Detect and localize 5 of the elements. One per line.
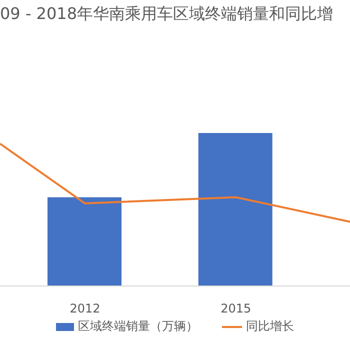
legend-label: 同比增长 bbox=[246, 318, 294, 335]
chart-title: 09 - 2018年华南乘用车区域终端销量和同比增 bbox=[0, 4, 334, 25]
x-tick-label: 2012 bbox=[70, 302, 100, 316]
legend-label: 区域终端销量（万辆） bbox=[78, 318, 198, 335]
x-tick-label: 2015 bbox=[220, 302, 252, 316]
